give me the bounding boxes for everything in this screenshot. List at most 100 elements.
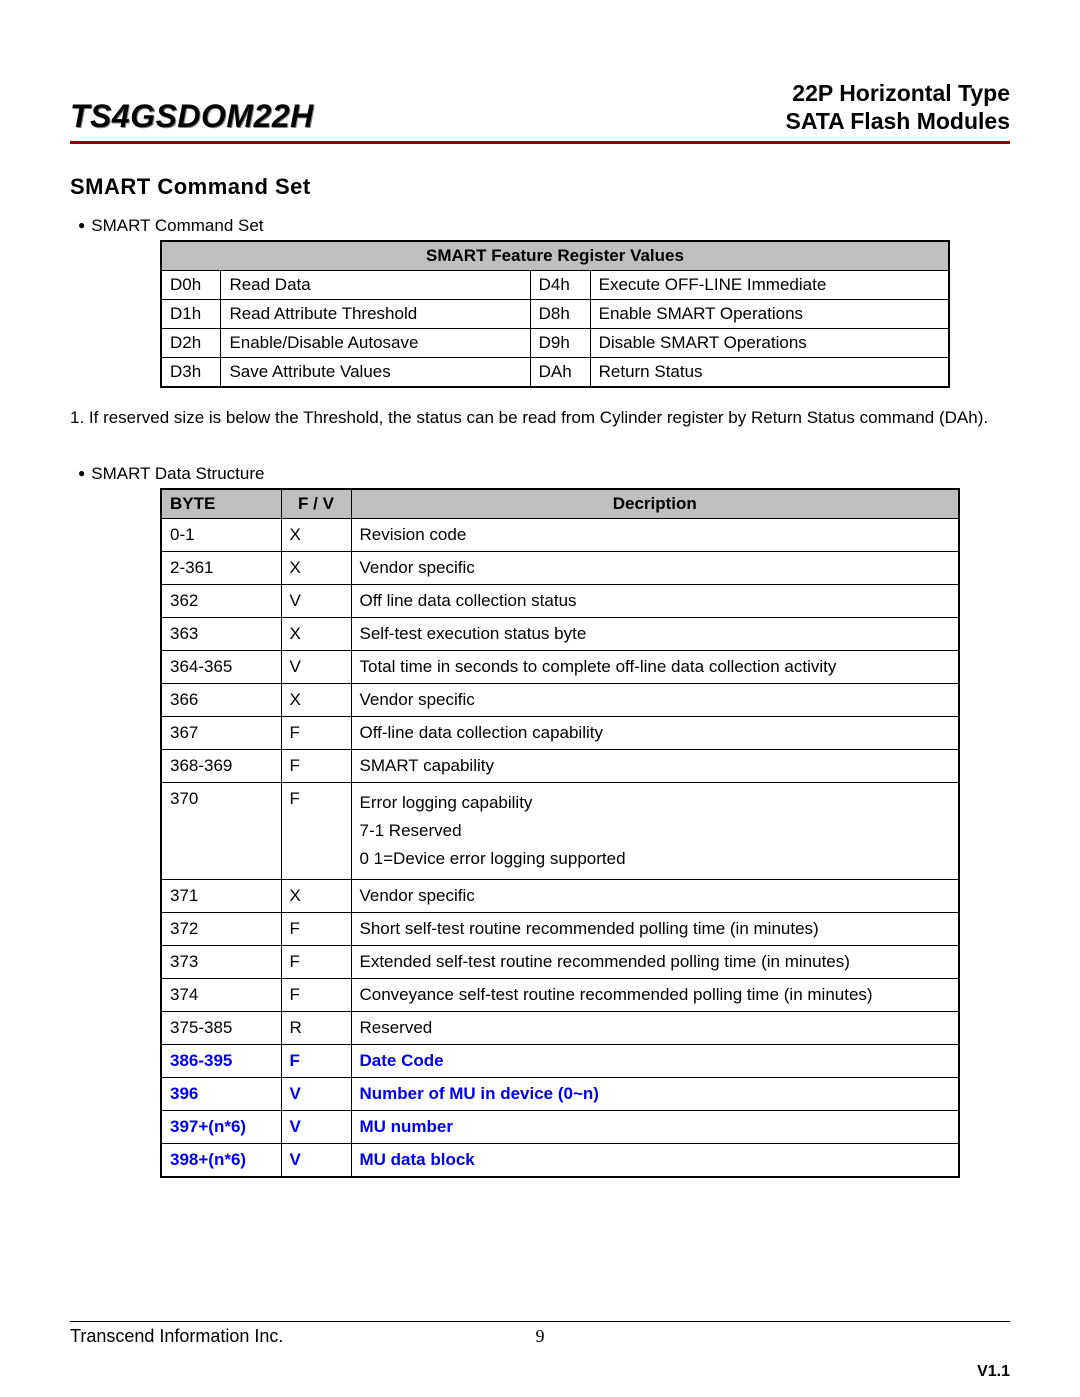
cell-fv: F bbox=[281, 946, 351, 979]
page-footer: Transcend Information Inc. 9 bbox=[70, 1321, 1010, 1347]
bullet-smart-data-structure: SMART Data Structure bbox=[78, 464, 1010, 484]
table-row: 362VOff line data collection status bbox=[161, 585, 959, 618]
cell-fv: V bbox=[281, 1111, 351, 1144]
table-row: D1hRead Attribute ThresholdD8hEnable SMA… bbox=[161, 300, 949, 329]
table1-header: SMART Feature Register Values bbox=[161, 241, 949, 271]
cell-description: MU data block bbox=[351, 1144, 959, 1178]
table-row: 373FExtended self-test routine recommend… bbox=[161, 946, 959, 979]
table-cell: Disable SMART Operations bbox=[590, 329, 949, 358]
table-row: 398+(n*6)VMU data block bbox=[161, 1144, 959, 1178]
cell-fv: V bbox=[281, 1078, 351, 1111]
table-cell: Save Attribute Values bbox=[221, 358, 530, 388]
cell-fv: F bbox=[281, 913, 351, 946]
cell-description: Short self-test routine recommended poll… bbox=[351, 913, 959, 946]
cell-description: Error logging capability7-1 Reserved0 1=… bbox=[351, 783, 959, 880]
cell-description: Total time in seconds to complete off-li… bbox=[351, 651, 959, 684]
cell-description: Vendor specific bbox=[351, 552, 959, 585]
cell-description: Extended self-test routine recommended p… bbox=[351, 946, 959, 979]
title-block: 22P Horizontal Type SATA Flash Modules bbox=[786, 80, 1010, 135]
cell-fv: F bbox=[281, 717, 351, 750]
table2-header-fv: F / V bbox=[281, 489, 351, 519]
title-line-1: 22P Horizontal Type bbox=[786, 80, 1010, 108]
table-row: D0hRead DataD4hExecute OFF-LINE Immediat… bbox=[161, 271, 949, 300]
cell-fv: X bbox=[281, 880, 351, 913]
cell-fv: V bbox=[281, 1144, 351, 1178]
footer-company: Transcend Information Inc. bbox=[70, 1326, 283, 1347]
cell-description: Reserved bbox=[351, 1012, 959, 1045]
cell-description: SMART capability bbox=[351, 750, 959, 783]
cell-byte: 386-395 bbox=[161, 1045, 281, 1078]
version-label: V1.1 bbox=[977, 1363, 1010, 1381]
table-row: 396VNumber of MU in device (0~n) bbox=[161, 1078, 959, 1111]
cell-byte: 397+(n*6) bbox=[161, 1111, 281, 1144]
cell-description: Revision code bbox=[351, 519, 959, 552]
smart-feature-register-table: SMART Feature Register Values D0hRead Da… bbox=[160, 240, 950, 388]
cell-byte: 2-361 bbox=[161, 552, 281, 585]
page-number: 9 bbox=[536, 1326, 545, 1347]
cell-fv: X bbox=[281, 552, 351, 585]
cell-description: MU number bbox=[351, 1111, 959, 1144]
cell-description: Date Code bbox=[351, 1045, 959, 1078]
table-row: 374FConveyance self-test routine recomme… bbox=[161, 979, 959, 1012]
cell-byte: 374 bbox=[161, 979, 281, 1012]
cell-byte: 396 bbox=[161, 1078, 281, 1111]
table-cell: D2h bbox=[161, 329, 221, 358]
cell-description: Number of MU in device (0~n) bbox=[351, 1078, 959, 1111]
table-row: 397+(n*6)VMU number bbox=[161, 1111, 959, 1144]
cell-byte: 398+(n*6) bbox=[161, 1144, 281, 1178]
footnote-1: 1. If reserved size is below the Thresho… bbox=[70, 402, 1010, 434]
cell-description: Vendor specific bbox=[351, 684, 959, 717]
table-row: 367FOff-line data collection capability bbox=[161, 717, 959, 750]
cell-description: Self-test execution status byte bbox=[351, 618, 959, 651]
bullet-smart-command-set: SMART Command Set bbox=[78, 216, 1010, 236]
cell-byte: 372 bbox=[161, 913, 281, 946]
cell-byte: 375-385 bbox=[161, 1012, 281, 1045]
table2-header-byte: BYTE bbox=[161, 489, 281, 519]
table-cell: D0h bbox=[161, 271, 221, 300]
page: TS4GSDOM22H 22P Horizontal Type SATA Fla… bbox=[0, 0, 1080, 1397]
table-row: 375-385RReserved bbox=[161, 1012, 959, 1045]
cell-byte: 363 bbox=[161, 618, 281, 651]
cell-fv: X bbox=[281, 519, 351, 552]
table-cell: DAh bbox=[530, 358, 590, 388]
table-cell: D3h bbox=[161, 358, 221, 388]
cell-byte: 370 bbox=[161, 783, 281, 880]
table-cell: Read Attribute Threshold bbox=[221, 300, 530, 329]
cell-fv: V bbox=[281, 651, 351, 684]
cell-fv: R bbox=[281, 1012, 351, 1045]
table-row: 371XVendor specific bbox=[161, 880, 959, 913]
table-row: 370FError logging capability7-1 Reserved… bbox=[161, 783, 959, 880]
table-cell: D9h bbox=[530, 329, 590, 358]
cell-byte: 0-1 bbox=[161, 519, 281, 552]
cell-fv: F bbox=[281, 1045, 351, 1078]
title-line-2: SATA Flash Modules bbox=[786, 108, 1010, 136]
section-heading: SMART Command Set bbox=[70, 174, 1010, 200]
table-row: 372FShort self-test routine recommended … bbox=[161, 913, 959, 946]
cell-fv: X bbox=[281, 684, 351, 717]
footer-rule bbox=[70, 1321, 1010, 1322]
table-row: 363XSelf-test execution status byte bbox=[161, 618, 959, 651]
cell-description: Conveyance self-test routine recommended… bbox=[351, 979, 959, 1012]
cell-byte: 367 bbox=[161, 717, 281, 750]
document-header: TS4GSDOM22H 22P Horizontal Type SATA Fla… bbox=[70, 80, 1010, 144]
table-row: 386-395FDate Code bbox=[161, 1045, 959, 1078]
table-cell: D1h bbox=[161, 300, 221, 329]
table-row: 2-361XVendor specific bbox=[161, 552, 959, 585]
cell-byte: 364-365 bbox=[161, 651, 281, 684]
table-row: 0-1XRevision code bbox=[161, 519, 959, 552]
table-row: D2hEnable/Disable AutosaveD9hDisable SMA… bbox=[161, 329, 949, 358]
cell-byte: 368-369 bbox=[161, 750, 281, 783]
table-row: D3hSave Attribute ValuesDAhReturn Status bbox=[161, 358, 949, 388]
table-cell: Enable SMART Operations bbox=[590, 300, 949, 329]
table-row: 368-369FSMART capability bbox=[161, 750, 959, 783]
table-cell: Read Data bbox=[221, 271, 530, 300]
table2-header-desc: Decription bbox=[351, 489, 959, 519]
cell-byte: 362 bbox=[161, 585, 281, 618]
cell-fv: V bbox=[281, 585, 351, 618]
cell-fv: F bbox=[281, 750, 351, 783]
cell-byte: 366 bbox=[161, 684, 281, 717]
table-cell: Execute OFF-LINE Immediate bbox=[590, 271, 949, 300]
table-cell: Enable/Disable Autosave bbox=[221, 329, 530, 358]
cell-fv: F bbox=[281, 979, 351, 1012]
cell-description: Vendor specific bbox=[351, 880, 959, 913]
